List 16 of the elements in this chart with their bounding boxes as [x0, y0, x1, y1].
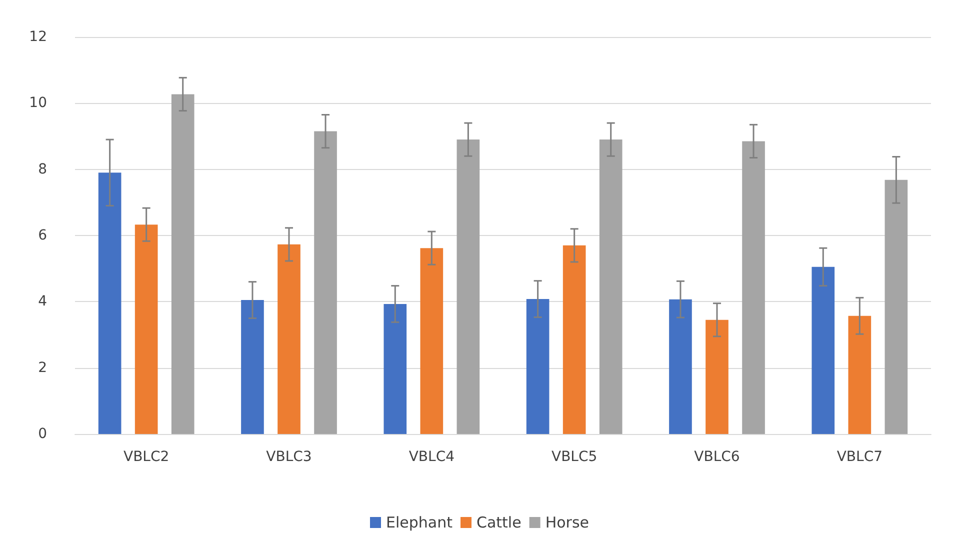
x-tick-label: VBLC2: [123, 449, 170, 465]
x-tick-label: VBLC6: [694, 449, 740, 465]
legend-label: Cattle: [476, 514, 522, 532]
x-tick-label: VBLC7: [836, 449, 883, 465]
y-tick-label: 4: [38, 294, 48, 310]
legend-label: Elephant: [386, 514, 453, 532]
y-tick-label: 0: [38, 426, 47, 442]
x-tick-label: VBLC4: [408, 449, 455, 465]
y-tick-label: 12: [29, 29, 47, 45]
y-tick-label: 6: [38, 228, 48, 244]
y-tick-label: 10: [29, 95, 47, 112]
x-tick-label: VBLC3: [266, 449, 312, 465]
x-tick-label: VBLC5: [551, 449, 598, 465]
legend-label: Horse: [545, 514, 589, 532]
y-tick-label: 2: [38, 360, 47, 376]
y-tick-label: 8: [38, 161, 47, 178]
